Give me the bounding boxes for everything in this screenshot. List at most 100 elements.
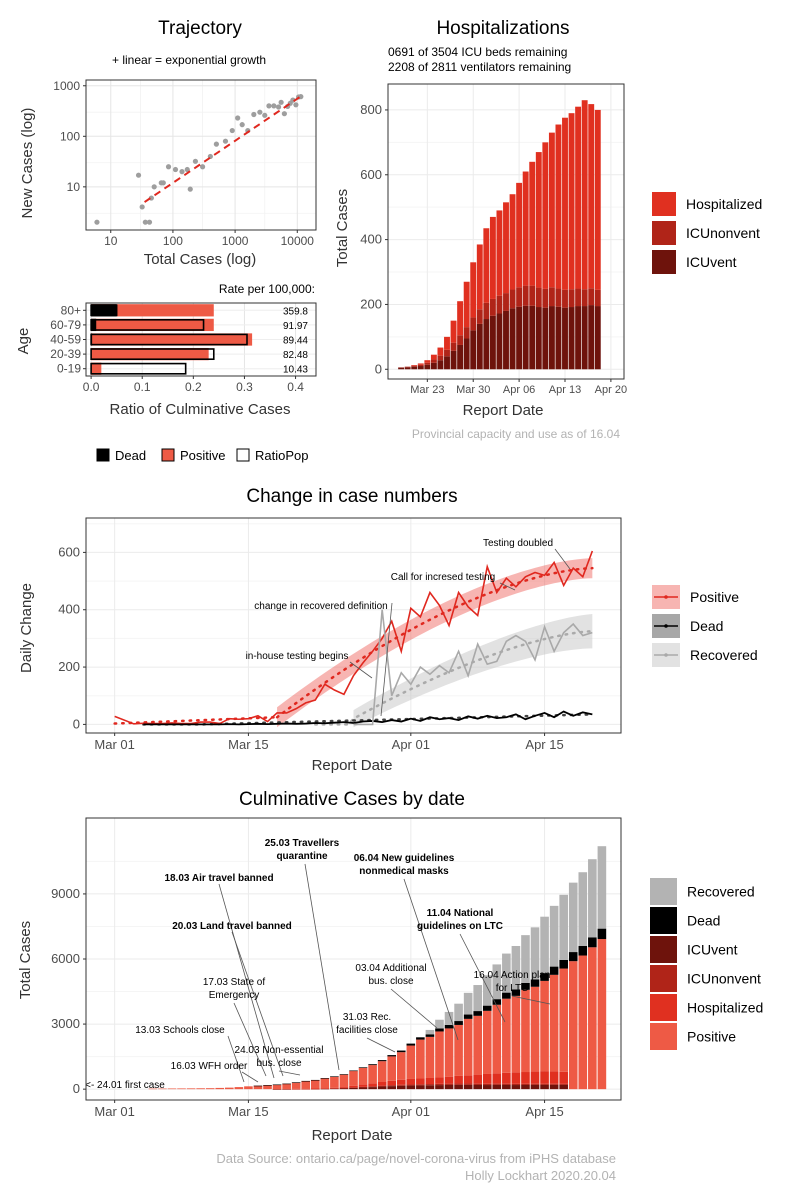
cum-annotation-leader: [241, 1071, 259, 1083]
hosp-bar-hospitalized: [516, 182, 523, 288]
daily-y-tick-label: 400: [58, 602, 80, 617]
cum-legend-key: [650, 936, 677, 963]
cum-bar-hospitalized: [559, 1071, 568, 1084]
hosp-bar-icuvent: [411, 366, 418, 370]
hosp-bar-icuvent: [463, 338, 470, 370]
cum-annotation-line: 24.03 Non-essential: [235, 1045, 324, 1056]
cum-annotation-leader: [231, 931, 284, 1077]
cum-bar-positive: [387, 1056, 397, 1081]
cum-bar-icuvent: [377, 1086, 387, 1090]
cum-bar-recovered: [502, 953, 511, 993]
hosp-bar-hospitalized: [555, 124, 562, 289]
cum-annotation: <- 24.01 first case: [85, 1080, 165, 1091]
cum-annotation: 18.03 Air travel banned: [164, 873, 273, 884]
cum-bar-recovered: [435, 1019, 444, 1029]
cum-bar-positive: [444, 1028, 454, 1077]
trajectory-y-tick-label: 100: [60, 129, 80, 143]
cum-bar-positive: [540, 980, 549, 1072]
daily-x-tick-label: Mar 01: [94, 737, 134, 752]
cum-bar-positive: [502, 998, 511, 1073]
cum-bar-dead: [549, 966, 559, 975]
trajectory-point: [165, 164, 172, 170]
cum-bar-dead: [282, 1083, 291, 1085]
cum-bar-icuvent: [540, 1084, 549, 1090]
hosp-bar-icunonvent: [411, 365, 418, 367]
trajectory-point: [293, 102, 299, 108]
hosp-y-tick-label: 0: [375, 361, 382, 376]
cum-bar-positive: [358, 1068, 368, 1085]
footer-author: Holly Lockhart 2020.20.04: [465, 1168, 616, 1183]
cum-bar-positive: [186, 1088, 196, 1090]
cum-bar-icuvent: [368, 1087, 377, 1090]
cum-annotation-line: 25.03 Travellers: [265, 838, 340, 849]
cum-bar-positive: [310, 1080, 320, 1089]
cum-bar-dead: [263, 1085, 272, 1086]
trajectory-point: [179, 169, 185, 175]
age-legend-label: Dead: [115, 448, 146, 463]
cum-bar-positive: [368, 1065, 377, 1084]
daily-annotation-leader: [349, 661, 373, 679]
cum-bar-positive: [148, 1088, 158, 1090]
cum-bar-icuvent: [559, 1084, 568, 1090]
cum-bar-dead: [387, 1055, 397, 1057]
cum-bar-icuvent: [444, 1084, 454, 1090]
cum-bar-positive: [435, 1031, 444, 1078]
trajectory-y-tick-label: 1000: [53, 79, 80, 93]
trajectory-point: [151, 184, 157, 190]
cum-annotation-line: Emergency: [209, 990, 260, 1001]
cum-annotation-line: 17.03 State of: [203, 977, 265, 988]
hosp-title: Hospitalizations: [436, 18, 569, 39]
daily-xlabel: Report Date: [312, 757, 393, 774]
cum-annotation-leader: [233, 1002, 267, 1077]
daily-trend-recovered: [314, 629, 594, 726]
cum-bar-icunonvent: [330, 1088, 339, 1089]
hosp-bar-icuvent: [568, 307, 575, 370]
cum-bar-dead: [444, 1024, 454, 1029]
cum-bar-icunonvent: [368, 1086, 377, 1088]
hosp-bar-icuvent: [424, 364, 431, 370]
hosp-bar-icunonvent: [424, 362, 431, 365]
cum-bar-dead: [540, 973, 549, 981]
age-bar-ratiopop: [90, 362, 187, 375]
hosp-bar-icuvent: [542, 307, 549, 370]
cum-bar-dead: [482, 1005, 492, 1011]
cum-legend-key: [650, 994, 677, 1021]
cum-bar-positive: [339, 1074, 349, 1087]
hosp-ylabel: Total Cases: [334, 189, 351, 267]
cum-bar-positive: [282, 1083, 291, 1089]
cum-bar-recovered: [549, 905, 559, 967]
cum-bar-icuvent: [511, 1085, 521, 1090]
cum-annotation-line: 03.04 Additional: [355, 963, 426, 974]
hosp-bar-icuvent: [522, 305, 529, 370]
cum-bar-recovered: [482, 975, 492, 1006]
age-x-tick-label: 0.4: [287, 380, 304, 394]
trajectory-point: [142, 219, 148, 225]
cum-bar-dead: [521, 982, 530, 990]
cum-bar-positive: [406, 1045, 416, 1079]
cum-bar-positive: [588, 947, 597, 1090]
cum-annotation-line: facilities close: [336, 1025, 398, 1036]
daily-legend-dot: [664, 653, 668, 657]
cum-bar-positive: [454, 1024, 463, 1076]
age-ylabel: Age: [15, 328, 32, 355]
cum-annotation-line: 18.03 Air travel banned: [164, 873, 273, 884]
daily-x-tick-label: Apr 15: [525, 737, 563, 752]
cum-bar-recovered: [559, 894, 568, 960]
age-legend-key: [96, 448, 110, 462]
trajectory-point: [135, 172, 142, 178]
hosp-x-tick-label: Mar 23: [410, 384, 444, 396]
footer-source: Data Source: ontario.ca/page/novel-coron…: [216, 1151, 616, 1166]
hosp-bar-icunonvent: [444, 349, 450, 357]
trajectory-point: [257, 109, 263, 115]
cum-annotation-line: 20.03 Land travel banned: [172, 921, 292, 932]
cum-bar-icunonvent: [282, 1088, 291, 1090]
cum-bar-icunonvent: [530, 1083, 540, 1085]
cum-bar-icunonvent: [463, 1083, 473, 1085]
cum-annotation-line: bus. close: [368, 976, 413, 987]
hosp-bar-icuvent: [516, 306, 523, 370]
cum-bar-hospitalized: [549, 1071, 559, 1084]
trajectory-x-tick-label: 1000: [222, 234, 249, 248]
cum-bar-dead: [502, 992, 511, 999]
hosp-legend-key: [652, 221, 676, 245]
